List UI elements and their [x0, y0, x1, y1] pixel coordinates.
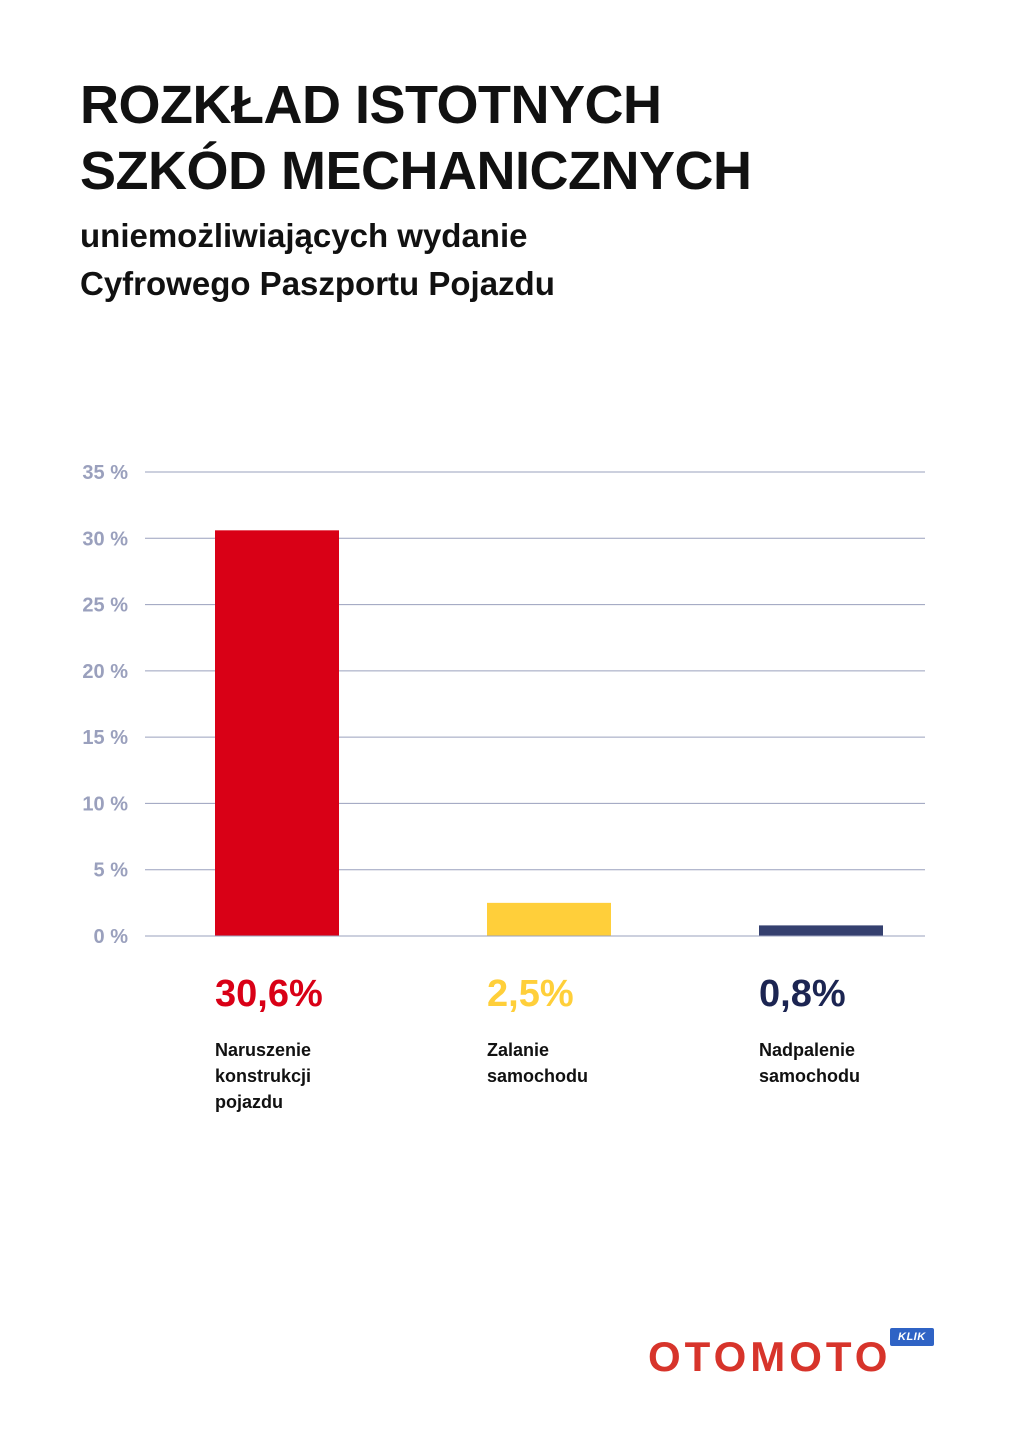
chart-subtitle-line-1: uniemożliwiających wydanie: [80, 217, 528, 254]
data-label: 2,5%: [487, 973, 574, 1015]
y-tick-label: 25 %: [82, 595, 128, 617]
category-label: Nadpalenie samochodu: [759, 1037, 860, 1089]
chart-title: ROZKŁAD ISTOTNYCH SZKÓD MECHANICZNYCH: [80, 72, 752, 204]
chart-subtitle: uniemożliwiających wydanie Cyfrowego Pas…: [80, 212, 555, 308]
y-tick-label: 15 %: [82, 727, 128, 749]
category-label-line: samochodu: [487, 1066, 589, 1086]
chart-title-line-2: SZKÓD MECHANICZNYCH: [80, 141, 752, 201]
y-tick-label: 5 %: [94, 860, 129, 882]
chart-subtitle-line-2: Cyfrowego Paszportu Pojazdu: [80, 265, 555, 302]
category-label-line: Naruszenie: [215, 1040, 312, 1060]
y-tick-label: 35 %: [82, 462, 128, 484]
category-label-line: pojazdu: [215, 1092, 283, 1112]
bars-layer: [145, 530, 925, 937]
y-axis-ticks: 0 % 5 % 10 % 15 % 20 % 25 % 30 % 35 %: [82, 462, 128, 948]
y-tick-label: 30 %: [82, 528, 128, 550]
y-tick-label: 20 %: [82, 661, 128, 683]
logo-badge: KLIK: [890, 1328, 934, 1346]
otomoto-logo: OTOMOTO KLIK: [648, 1328, 938, 1378]
data-label: 30,6%: [215, 973, 323, 1015]
chart-title-line-1: ROZKŁAD ISTOTNYCH: [80, 75, 662, 135]
y-tick-label: 0 %: [94, 926, 129, 948]
bar-chart: 0 % 5 % 10 % 15 % 20 % 25 % 30 % 35 %: [82, 462, 925, 948]
category-label-line: Nadpalenie: [759, 1040, 856, 1060]
logo-wordmark: OTOMOTO: [648, 1333, 892, 1380]
bar: [215, 530, 339, 936]
bar: [487, 902, 611, 936]
category-label-line: konstrukcji: [215, 1066, 312, 1086]
y-tick-label: 10 %: [82, 793, 128, 815]
bar: [759, 925, 883, 936]
category-label: Naruszenie konstrukcji pojazdu: [215, 1037, 311, 1115]
category-label-line: samochodu: [759, 1066, 861, 1086]
data-label: 0,8%: [759, 973, 846, 1015]
category-label-line: Zalanie: [487, 1040, 550, 1060]
category-label: Zalanie samochodu: [487, 1037, 588, 1089]
